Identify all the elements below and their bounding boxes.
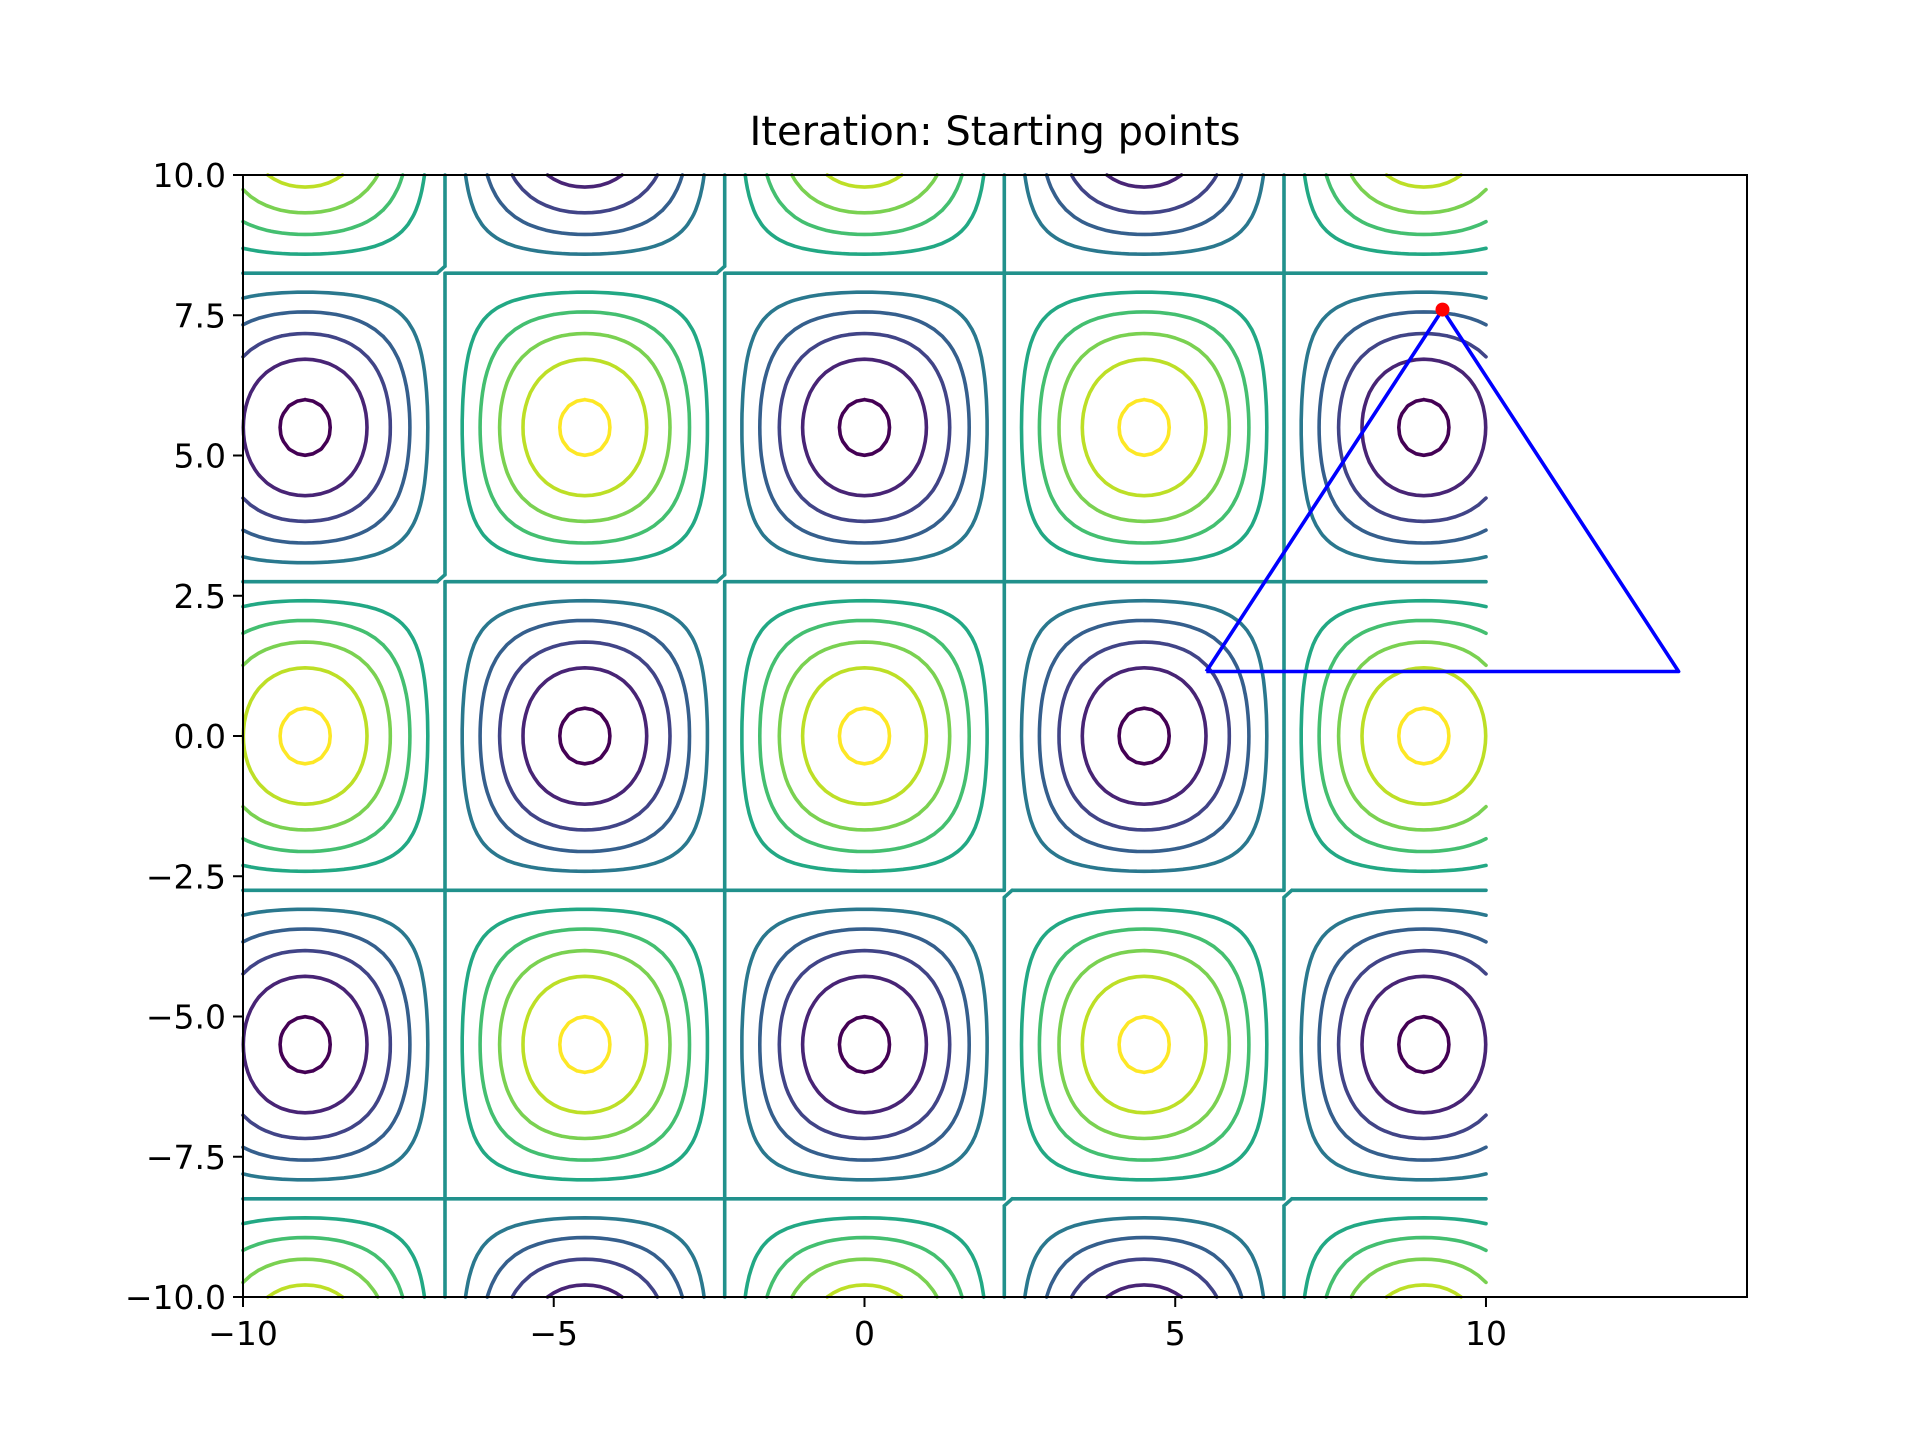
highlight-point-0 <box>1435 302 1450 317</box>
y-tick-label: −7.5 <box>146 1138 226 1177</box>
y-tick-label: 5.0 <box>174 437 226 476</box>
y-tick-label: −2.5 <box>146 857 226 896</box>
contour-level-6 <box>241 173 1488 1299</box>
y-tick-label: −10.0 <box>125 1278 226 1317</box>
x-tick-label: 0 <box>854 1314 875 1353</box>
contour-level-3 <box>241 173 1488 1299</box>
contour-level-8 <box>241 173 1488 1299</box>
chart-title: Iteration: Starting points <box>750 109 1241 155</box>
y-axis: 10.0 7.5 5.0 2.5 0.0 −2.5 −5.0 −7.5 −10.0 <box>125 156 243 1317</box>
contour-level-5 <box>241 173 1488 1299</box>
contour-level-10 <box>278 397 1451 1075</box>
simplex-triangle-line <box>1204 307 1681 674</box>
y-tick-label: 7.5 <box>174 296 226 335</box>
y-tick-label: 0.0 <box>174 717 226 756</box>
contour-lines <box>241 173 1488 1299</box>
contour-level-9 <box>241 173 1488 1299</box>
y-tick-label: 10.0 <box>153 156 226 195</box>
x-tick-label: 10 <box>1465 1314 1507 1353</box>
series-layer <box>1204 302 1681 674</box>
y-tick-label: −5.0 <box>146 998 226 1037</box>
x-tick-label: −10 <box>208 1314 278 1353</box>
y-tick-label: 2.5 <box>174 577 226 616</box>
x-tick-label: 5 <box>1165 1314 1186 1353</box>
contour-level-7 <box>241 173 1488 1299</box>
x-tick-label: −5 <box>529 1314 578 1353</box>
contour-level-0 <box>278 397 1451 1075</box>
contour-level-4 <box>241 173 1488 1299</box>
contour-level-2 <box>241 173 1488 1299</box>
x-axis: −10 −5 0 5 10 <box>208 1297 1507 1353</box>
